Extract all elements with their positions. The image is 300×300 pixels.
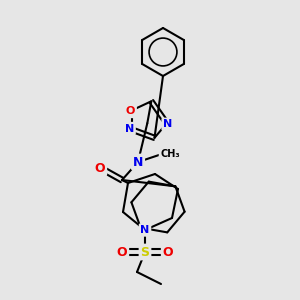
Text: CH₃: CH₃ bbox=[160, 149, 180, 159]
Text: O: O bbox=[95, 161, 105, 175]
Text: N: N bbox=[140, 225, 150, 235]
Text: O: O bbox=[117, 245, 127, 259]
Text: O: O bbox=[163, 245, 173, 259]
Text: O: O bbox=[126, 106, 135, 116]
Text: N: N bbox=[133, 155, 143, 169]
Text: N: N bbox=[163, 119, 172, 129]
Text: S: S bbox=[140, 245, 149, 259]
Text: N: N bbox=[125, 124, 134, 134]
